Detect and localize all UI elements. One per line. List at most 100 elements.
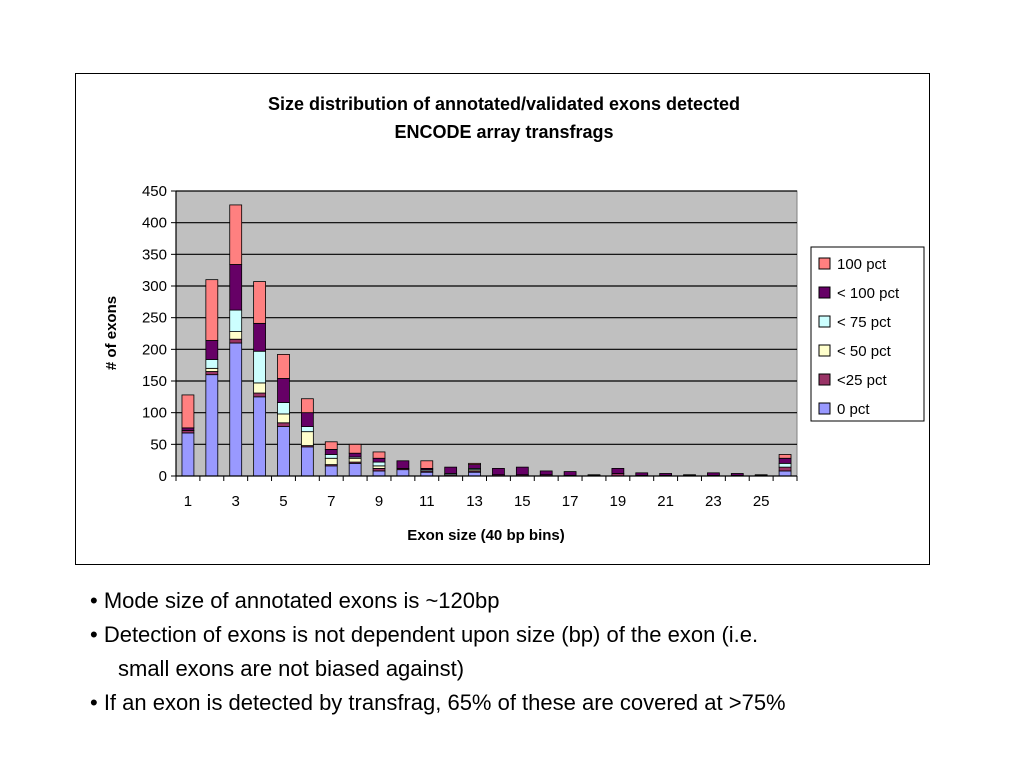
x-tick-label-19: 19 bbox=[610, 493, 627, 510]
legend-swatch-5 bbox=[818, 402, 831, 415]
bar-segment-cat4-series4 bbox=[253, 322, 266, 352]
legend-label-1: < 100 pct bbox=[837, 285, 900, 302]
bar-segment-cat13-series5 bbox=[468, 462, 481, 466]
bar-segment-cat10-series4 bbox=[396, 460, 410, 469]
x-tick-label-3: 3 bbox=[232, 493, 240, 510]
y-tick-label-250: 250 bbox=[142, 310, 167, 327]
bar-segment-cat26-series3 bbox=[778, 462, 792, 468]
chart-title-line-1: Size distribution of annotated/validated… bbox=[268, 94, 740, 114]
bar-segment-cat5-series3 bbox=[277, 402, 290, 415]
legend-swatch-3 bbox=[818, 344, 831, 357]
bar-segment-cat14-series4 bbox=[492, 467, 505, 476]
x-tick-label-15: 15 bbox=[514, 493, 531, 510]
bar-segment-cat26-series4 bbox=[778, 457, 792, 464]
bar-segment-cat3-series1 bbox=[229, 338, 243, 344]
bar-segment-cat1-series0 bbox=[181, 432, 195, 477]
bar-segment-cat6-series5 bbox=[300, 398, 314, 414]
bar-segment-cat4-series3 bbox=[253, 350, 266, 384]
x-tick-label-1: 1 bbox=[184, 493, 192, 510]
y-tick-label-200: 200 bbox=[142, 341, 167, 358]
bar-segment-cat13-series4 bbox=[468, 464, 481, 469]
bar-segment-cat8-series0 bbox=[348, 462, 362, 477]
x-tick-label-25: 25 bbox=[753, 493, 770, 510]
bar-segment-cat6-series2 bbox=[300, 431, 314, 446]
note-coverage: • If an exon is detected by transfrag, 6… bbox=[90, 690, 786, 715]
bar-segment-cat8-series2 bbox=[348, 457, 362, 463]
legend-label-3: < 50 pct bbox=[837, 343, 892, 360]
bar-segment-cat5-series1 bbox=[277, 422, 290, 427]
bar-segment-cat12-series4 bbox=[444, 466, 458, 474]
y-axis-title: # of exons bbox=[103, 296, 120, 370]
legend-swatch-4 bbox=[818, 373, 831, 386]
bar-segment-cat8-series5 bbox=[348, 443, 362, 454]
bar-segment-cat7-series0 bbox=[324, 465, 338, 477]
bar-segment-cat7-series3 bbox=[324, 454, 338, 459]
bar-segment-cat3-series4 bbox=[229, 264, 243, 311]
bar-segment-cat1-series5 bbox=[181, 394, 195, 429]
y-tick-label-350: 350 bbox=[142, 246, 167, 263]
bullet-notes: • Mode size of annotated exons is ~120bp… bbox=[90, 584, 786, 720]
stacked-bar-chart: Size distribution of annotated/validated… bbox=[103, 94, 925, 544]
y-tick-label-100: 100 bbox=[142, 405, 167, 422]
bar-segment-cat2-series3 bbox=[205, 359, 219, 369]
y-tick-label-0: 0 bbox=[159, 468, 167, 485]
bar-segment-cat26-series0 bbox=[778, 470, 792, 477]
bar-segment-cat21-series4 bbox=[659, 473, 673, 476]
bar-segment-cat26-series5 bbox=[778, 454, 792, 459]
bar-segment-cat3-series5 bbox=[229, 204, 243, 265]
legend-box bbox=[810, 246, 925, 422]
bar-segment-cat7-series5 bbox=[324, 441, 338, 450]
bar-segment-cat3-series0 bbox=[229, 342, 243, 477]
x-tick-label-5: 5 bbox=[279, 493, 287, 510]
chart-frame: Size distribution of annotated/validated… bbox=[75, 73, 930, 565]
bar-segment-cat20-series4 bbox=[635, 472, 649, 476]
bar-segment-cat16-series4 bbox=[539, 470, 553, 476]
bar-segment-cat6-series3 bbox=[300, 426, 314, 433]
bar-segment-cat5-series2 bbox=[277, 413, 290, 424]
x-axis-title: Exon size (40 bp bins) bbox=[407, 527, 565, 544]
chart-title-line-2: ENCODE array transfrags bbox=[394, 122, 613, 142]
bar-segment-cat15-series4 bbox=[515, 466, 529, 476]
x-tick-label-23: 23 bbox=[705, 493, 722, 510]
bar-segment-cat4-series0 bbox=[253, 396, 266, 477]
legend: 100 pct < 100 pct < 75 pct < 50 pct <25 pct 0… bbox=[810, 246, 925, 422]
plot-area bbox=[175, 190, 798, 477]
bar-segment-cat9-series4 bbox=[372, 457, 386, 463]
bar-segment-cat9-series5 bbox=[372, 451, 386, 459]
legend-swatch-0 bbox=[818, 257, 831, 270]
bar-segment-cat2-series2 bbox=[205, 367, 219, 372]
bar-segment-cat7-series4 bbox=[324, 448, 338, 455]
legend-label-4: <25 pct bbox=[837, 372, 887, 389]
bar-segment-cat19-series4 bbox=[611, 467, 625, 474]
bar-segment-cat17-series4 bbox=[563, 471, 577, 476]
bar-segment-cat2-series5 bbox=[205, 279, 219, 341]
bar-segment-cat6-series4 bbox=[300, 412, 314, 427]
bar-segment-cat18-series4 bbox=[587, 474, 601, 476]
bar-segment-cat2-series1 bbox=[205, 371, 219, 376]
y-tick-label-150: 150 bbox=[142, 373, 167, 390]
legend-swatch-1 bbox=[818, 286, 831, 299]
note-detection-continued: small exons are not biased against) bbox=[118, 656, 465, 681]
bar-segment-cat6-series0 bbox=[300, 446, 314, 477]
legend-label-5: 0 pct bbox=[837, 401, 870, 418]
bar-segment-cat7-series2 bbox=[324, 457, 338, 465]
y-tick-label-450: 450 bbox=[142, 183, 167, 200]
bar-segment-cat9-series3 bbox=[372, 461, 386, 467]
note-detection: • Detection of exons is not dependent up… bbox=[90, 622, 759, 647]
bar-segment-cat5-series5 bbox=[277, 353, 290, 379]
bar-segment-cat11-series5 bbox=[420, 460, 434, 469]
y-tick-label-50: 50 bbox=[150, 436, 167, 453]
bar-segment-cat26-series1 bbox=[778, 466, 792, 472]
legend-swatch-2 bbox=[818, 315, 831, 328]
bar-segment-cat4-series1 bbox=[253, 392, 266, 398]
bar-segment-cat8-series4 bbox=[348, 452, 362, 458]
x-tick-label-21: 21 bbox=[657, 493, 674, 510]
x-tick-label-9: 9 bbox=[375, 493, 383, 510]
bar-segment-cat2-series4 bbox=[205, 340, 219, 360]
bar-segment-cat23-series4 bbox=[707, 472, 720, 476]
legend-label-0: 100 pct bbox=[837, 256, 887, 273]
bar-segment-cat10-series0 bbox=[396, 469, 410, 477]
y-tick-label-400: 400 bbox=[142, 215, 167, 232]
bar-segment-cat5-series4 bbox=[277, 378, 290, 403]
